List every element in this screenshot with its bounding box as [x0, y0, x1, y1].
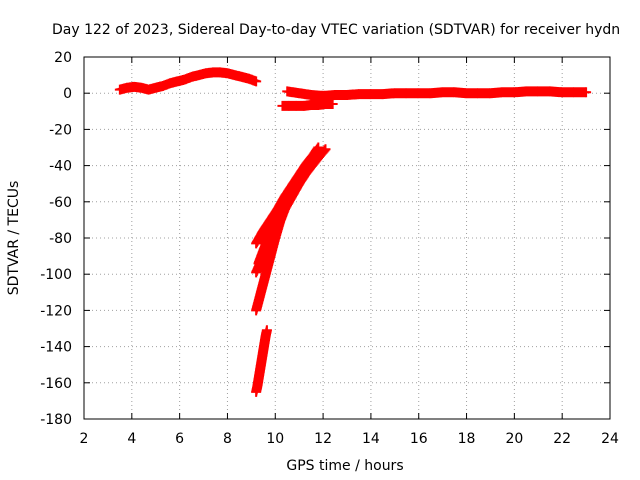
y-tick-label: -120 — [40, 303, 72, 319]
data-point — [261, 325, 272, 336]
x-tick-label: 24 — [601, 431, 619, 447]
x-tick-label: 14 — [362, 431, 380, 447]
x-tick-label: 10 — [266, 431, 284, 447]
x-tick-label: 4 — [127, 431, 136, 447]
x-tick-label: 8 — [223, 431, 232, 447]
y-tick-label: -100 — [40, 267, 72, 283]
series-track-D — [253, 167, 307, 269]
data-point — [313, 142, 324, 153]
data-point — [251, 227, 268, 249]
grid-lines — [84, 57, 610, 419]
x-tick-labels: 2 4 6 8 10 12 14 16 18 20 22 24 — [80, 431, 619, 447]
x-tick-label: 18 — [458, 431, 476, 447]
x-tick-label: 16 — [410, 431, 428, 447]
data-point — [296, 167, 307, 178]
y-tick-label: -80 — [49, 231, 72, 247]
data-point — [251, 76, 262, 87]
x-tick-label: 20 — [505, 431, 523, 447]
series-lower-step — [277, 99, 338, 111]
x-tick-label: 6 — [175, 431, 184, 447]
data-point — [581, 87, 592, 98]
y-tick-label: -180 — [40, 412, 72, 428]
series-early-arc — [114, 67, 262, 95]
data-point — [327, 99, 338, 110]
y-tick-label: -40 — [49, 159, 72, 175]
y-tick-labels: 20 0 -20 -40 -60 -80 -100 -120 -140 -160 -180 — [40, 50, 72, 428]
y-axis-label: SDTVAR / TECUs — [6, 181, 22, 296]
series-deep-dip — [251, 325, 272, 397]
x-tick-label: 22 — [553, 431, 571, 447]
y-tick-label: -140 — [40, 340, 72, 356]
y-tick-label: -60 — [49, 195, 72, 211]
x-tick-label: 12 — [314, 431, 332, 447]
plot-frame — [83, 56, 611, 420]
series-late-arc — [282, 86, 592, 101]
chart-title: Day 122 of 2023, Sidereal Day-to-day VTE… — [52, 22, 620, 38]
y-tick-label: 0 — [63, 86, 72, 102]
x-tick-label: 2 — [80, 431, 89, 447]
x-axis-label: GPS time / hours — [286, 458, 403, 474]
data-point — [320, 144, 331, 155]
y-tick-label: -160 — [40, 376, 72, 392]
axis-ticks — [83, 56, 611, 420]
y-tick-label: 20 — [54, 50, 72, 66]
data-points — [114, 67, 592, 397]
y-tick-label: -20 — [49, 122, 72, 138]
